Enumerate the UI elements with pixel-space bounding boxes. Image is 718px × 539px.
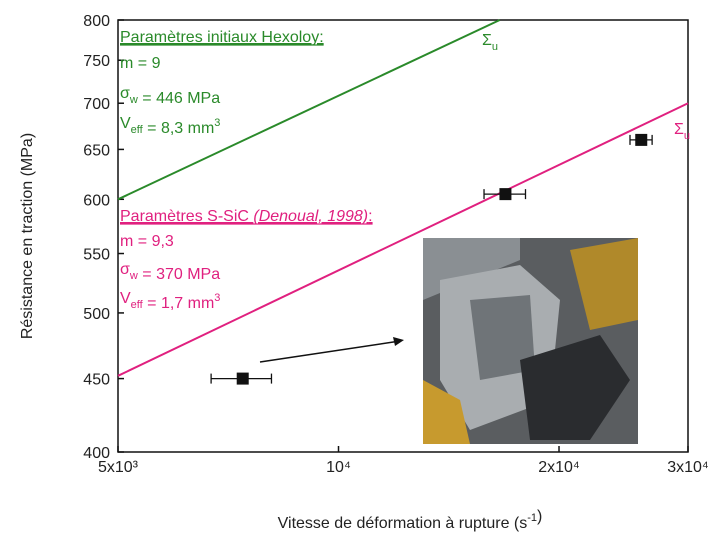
x-tick-label: 3x10⁴ <box>667 459 709 476</box>
x-tick-label: 10⁴ <box>326 459 351 476</box>
text-part: Σ <box>674 121 684 138</box>
y-tick-label: 450 <box>83 372 110 389</box>
text-part: σ <box>120 85 130 102</box>
annotation-title: Paramètres initiaux Hexoloy: <box>120 29 324 46</box>
subscript: eff <box>131 124 144 136</box>
x-tick-label: 2x10⁴ <box>538 459 580 476</box>
y-tick-label: 750 <box>83 53 110 70</box>
y-tick-label: 700 <box>83 96 110 113</box>
annotation-line: σw = 446 MPa <box>120 85 220 107</box>
superscript: -1 <box>527 512 537 524</box>
photo-shape <box>570 238 638 330</box>
data-point <box>499 188 512 201</box>
italic-part: (Denoual, 1998) <box>253 208 368 225</box>
text-part: = 446 MPa <box>138 90 220 107</box>
y-tick-label: 800 <box>83 13 110 30</box>
text-part: Σ <box>482 32 492 49</box>
text-part: = 1,7 mm <box>143 295 215 312</box>
subscript: eff <box>131 299 144 311</box>
text-part: : <box>368 208 372 225</box>
line-label: Σu <box>674 121 690 142</box>
text-part: = 370 MPa <box>138 266 220 283</box>
arrowhead <box>393 337 404 346</box>
annotation-line: Veff = 1,7 mm3 <box>120 290 220 312</box>
inset-photo <box>423 238 638 444</box>
x-tick-label: 5x10³ <box>98 459 139 476</box>
subscript: u <box>492 41 498 53</box>
model-line <box>117 19 501 201</box>
annotation-line: Veff = 8,3 mm3 <box>120 115 220 137</box>
text-part: σ <box>120 261 130 278</box>
text-part: Paramètres initiaux Hexoloy: <box>120 29 324 46</box>
data-point <box>635 133 648 146</box>
text-part: m = 9 <box>120 55 161 72</box>
text-part: Vitesse de déformation à rupture (s <box>278 515 528 532</box>
text-part: = 8,3 mm <box>143 120 215 137</box>
text-part: V <box>120 290 131 307</box>
y-tick-label: 500 <box>83 306 110 323</box>
text-part: Paramètres S-SiC <box>120 208 253 225</box>
x-axis-title: Vitesse de déformation à rupture (s-1) <box>278 508 543 532</box>
subscript: w <box>129 94 138 106</box>
y-axis-title: Résistance en traction (MPa) <box>19 133 36 339</box>
line-label: Σu <box>482 32 498 53</box>
annotation-title: Paramètres S-SiC (Denoual, 1998): <box>120 208 373 225</box>
subscript: u <box>684 130 690 142</box>
annotation-line: m = 9 <box>120 55 161 72</box>
plot-frame <box>117 19 689 453</box>
superscript: 3 <box>214 117 220 129</box>
photo-shape <box>520 335 630 440</box>
y-tick-label: 550 <box>83 247 110 264</box>
text-part: V <box>120 115 131 132</box>
photo-shape <box>423 380 470 444</box>
text-part: ) <box>537 508 542 525</box>
text-part: m = 9,3 <box>120 233 174 250</box>
y-tick-label: 650 <box>83 142 110 159</box>
superscript: 3 <box>214 292 220 304</box>
data-point <box>236 372 249 385</box>
subscript: w <box>129 270 138 282</box>
arrow <box>259 340 401 363</box>
model-line <box>117 102 689 377</box>
y-tick-label: 600 <box>83 192 110 209</box>
photo-shape <box>470 295 535 380</box>
annotation-line: m = 9,3 <box>120 233 174 250</box>
y-tick-label: 400 <box>83 445 110 462</box>
annotation-line: σw = 370 MPa <box>120 261 220 283</box>
